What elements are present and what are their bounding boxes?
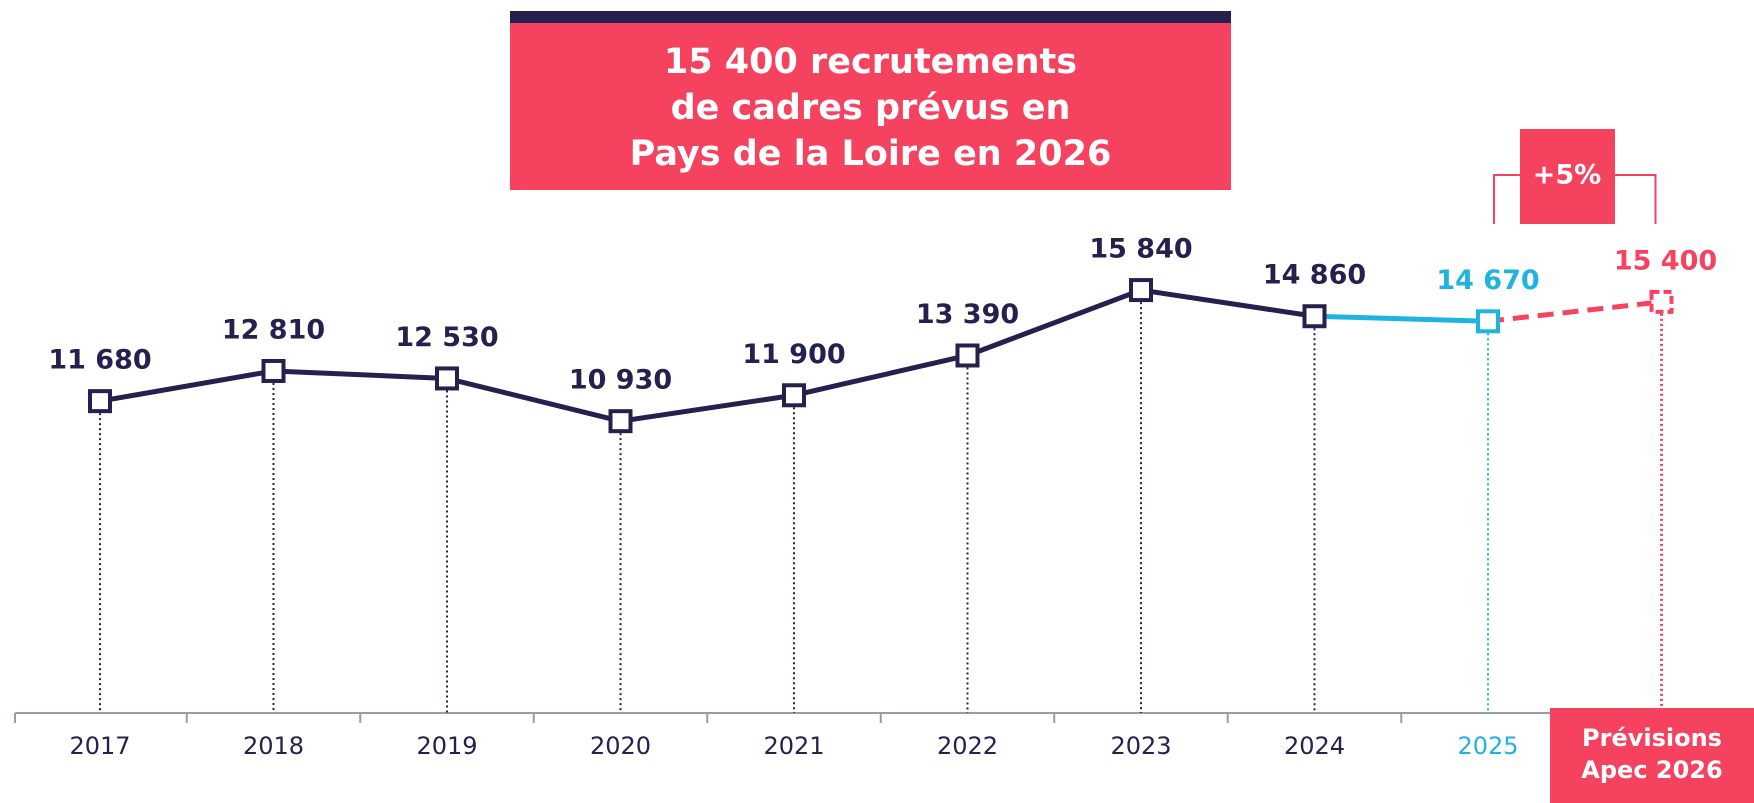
line-segment (273, 368, 448, 381)
marker (782, 383, 806, 408)
marker (1129, 278, 1153, 303)
value-label: 13 390 (916, 299, 1019, 330)
annotation-box (1520, 129, 1615, 224)
marker (1302, 304, 1327, 329)
marker (955, 343, 980, 368)
line-segment (446, 376, 622, 424)
line-segment (966, 287, 1142, 358)
marker (261, 358, 286, 383)
line-segment (793, 353, 969, 398)
value-label: 12 810 (222, 314, 325, 345)
line-segment (620, 392, 795, 424)
line-segment (1140, 287, 1315, 319)
annotation: +5% (1533, 160, 1601, 191)
x-tick-label: 2022 (937, 732, 998, 760)
marker (88, 389, 112, 414)
forecast-label: Prévisions Apec 2026 (1550, 708, 1754, 803)
x-tick-label: 2024 (1284, 732, 1345, 760)
value-label: 15 400 (1614, 245, 1717, 276)
title-line: Pays de la Loire en 2026 (629, 134, 1112, 174)
x-tick-label: 2020 (590, 732, 651, 760)
x-tick-label: 2018 (243, 732, 304, 760)
x-tick-label: 2023 (1110, 732, 1171, 760)
x-tick-label: 2019 (416, 732, 477, 760)
marker (608, 409, 633, 434)
title-line: de cadres prévus en (670, 88, 1071, 128)
value-label: 10 930 (569, 365, 672, 396)
line-segment (99, 368, 274, 404)
title-box: 15 400 recrutements de cadres prévus en Pa… (510, 11, 1231, 190)
marker (1476, 309, 1500, 334)
value-label: 11 680 (48, 345, 151, 376)
marker (435, 366, 459, 391)
value-label: 15 840 (1089, 234, 1192, 265)
x-tick-label: 2021 (763, 732, 824, 760)
value-label: 14 670 (1436, 265, 1539, 296)
value-label: 11 900 (742, 339, 845, 370)
marker (1649, 289, 1674, 314)
x-tick-label: 2017 (69, 732, 130, 760)
value-label: 12 530 (395, 322, 498, 353)
x-tick-label: 2025 (1457, 732, 1518, 760)
value-label: 14 860 (1263, 260, 1366, 291)
line-segment (1487, 299, 1662, 324)
title-line: 15 400 recrutements (663, 42, 1078, 82)
line-segment (1314, 313, 1489, 324)
